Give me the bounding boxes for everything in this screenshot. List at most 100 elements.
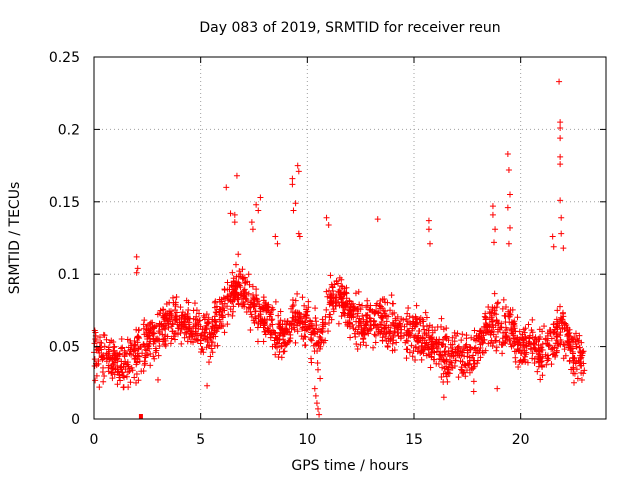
data-point [208, 345, 215, 352]
data-point [494, 385, 501, 392]
data-point [99, 353, 106, 360]
data-point [236, 268, 243, 275]
data-point [319, 316, 326, 323]
data-point [100, 364, 107, 371]
x-tick-label: 5 [196, 432, 205, 448]
data-point [283, 321, 290, 328]
data-point [486, 309, 493, 316]
data-point [517, 342, 524, 349]
data-point [155, 328, 162, 335]
data-point [515, 364, 522, 371]
data-point [403, 315, 410, 322]
data-point [327, 294, 334, 301]
data-point [474, 360, 481, 367]
data-point [245, 271, 252, 278]
data-point [181, 334, 188, 341]
data-point [246, 281, 253, 288]
data-point [233, 172, 240, 179]
data-point [161, 335, 168, 342]
data-point [422, 342, 429, 349]
data-point [392, 317, 399, 324]
data-point [346, 303, 353, 310]
data-point [127, 347, 134, 354]
data-point [421, 346, 428, 353]
data-point [235, 295, 242, 302]
y-axis-label: SRMTID / TECUs [7, 182, 23, 295]
data-point [146, 321, 153, 328]
data-point [327, 272, 334, 279]
data-point [564, 338, 571, 345]
data-point [193, 336, 200, 343]
data-point [551, 326, 558, 333]
data-point [572, 330, 579, 337]
data-point [479, 340, 486, 347]
data-point [170, 299, 177, 306]
data-point [354, 346, 361, 353]
data-point [240, 299, 247, 306]
data-point [134, 352, 141, 359]
data-point [225, 311, 232, 318]
data-point [257, 194, 264, 201]
data-point [545, 342, 552, 349]
data-point [438, 341, 445, 348]
data-point [516, 359, 523, 366]
data-point [211, 299, 218, 306]
data-point [349, 311, 356, 318]
data-point [357, 341, 364, 348]
data-point [554, 320, 561, 327]
data-point [306, 317, 313, 324]
data-point [233, 273, 240, 280]
data-point [491, 239, 497, 246]
data-point [156, 310, 163, 317]
data-point [182, 323, 189, 330]
data-point [223, 184, 230, 191]
data-point [442, 351, 449, 358]
data-point [422, 309, 429, 316]
data-point [493, 344, 500, 351]
data-point [294, 319, 301, 326]
data-point [562, 352, 569, 359]
data-point [495, 299, 502, 306]
data-point [143, 352, 150, 359]
data-point [389, 300, 396, 307]
data-point [338, 313, 345, 320]
data-point [561, 342, 568, 349]
data-point [186, 325, 193, 332]
y-tick-label: 0.15 [49, 195, 80, 211]
data-point [338, 283, 345, 290]
data-point [529, 350, 536, 357]
data-point [406, 349, 413, 356]
data-point [470, 378, 477, 385]
data-point [240, 275, 247, 282]
data-point [123, 373, 130, 380]
data-point [262, 302, 269, 309]
data-point [539, 353, 546, 360]
data-point [483, 315, 490, 322]
data-point [325, 328, 332, 335]
data-point [303, 314, 310, 321]
data-point [389, 340, 396, 347]
data-point [489, 318, 496, 325]
data-point [316, 333, 323, 340]
data-point [193, 307, 200, 314]
data-point [463, 332, 470, 339]
data-point [224, 286, 231, 293]
data-point [239, 276, 246, 283]
data-point [569, 339, 576, 346]
data-point [433, 360, 440, 367]
data-point [242, 279, 249, 286]
x-axis-label: GPS time / hours [291, 458, 408, 474]
data-point [470, 352, 477, 359]
data-point [492, 226, 499, 233]
data-point [219, 314, 226, 321]
data-point [301, 302, 308, 309]
data-point [171, 336, 178, 343]
data-point [125, 344, 132, 351]
data-point [277, 308, 284, 315]
data-point [127, 337, 134, 344]
data-point [118, 366, 125, 373]
data-point [561, 320, 568, 327]
data-point [485, 340, 492, 347]
data-point [489, 343, 496, 350]
data-point [254, 338, 261, 345]
